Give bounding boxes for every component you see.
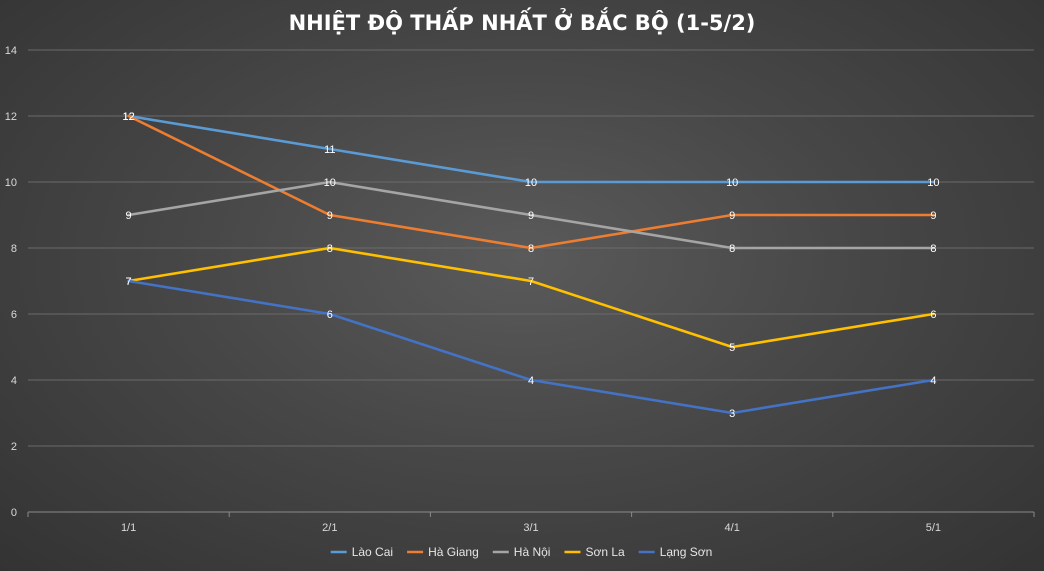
legend-label: Lào Cai	[352, 545, 393, 559]
legend-item: Sơn La	[564, 545, 625, 559]
data-label: 10	[525, 177, 537, 189]
data-label: 12	[122, 111, 134, 123]
legend: Lào Cai Hà Giang Hà Nội Sơn La Lạng Sơn	[330, 545, 713, 559]
data-label: 9	[126, 210, 132, 222]
data-label: 8	[930, 243, 936, 255]
y-tick-label: 10	[5, 177, 17, 189]
y-tick-label: 8	[11, 243, 17, 255]
data-label: 4	[528, 375, 534, 387]
data-label: 10	[726, 177, 738, 189]
legend-item: Hà Giang	[407, 545, 479, 559]
legend-label: Lạng Sơn	[660, 545, 713, 559]
series-line	[127, 279, 935, 415]
legend-label: Sơn La	[585, 545, 625, 559]
legend-item: Hà Nội	[492, 545, 551, 559]
data-label: 8	[528, 243, 534, 255]
series-line	[127, 246, 935, 349]
series-line	[127, 114, 935, 250]
y-tick-label: 0	[11, 507, 17, 519]
legend-label: Hà Giang	[428, 545, 479, 559]
data-label: 8	[327, 243, 333, 255]
y-tick-label: 4	[11, 375, 17, 387]
x-tick-label: 3/1	[523, 522, 538, 534]
data-label: 9	[729, 210, 735, 222]
data-label: 9	[327, 210, 333, 222]
data-label: 6	[327, 309, 333, 321]
y-tick-label: 12	[5, 111, 17, 123]
series-line	[127, 180, 935, 250]
y-tick-label: 2	[11, 441, 17, 453]
x-axis-ticks: 1/1 2/1 3/1 4/1 5/1	[27, 512, 1035, 534]
data-label: 7	[126, 276, 132, 288]
data-label: 6	[930, 309, 936, 321]
y-tick-label: 14	[5, 45, 17, 57]
data-label: 8	[729, 243, 735, 255]
legend-item: Lào Cai	[330, 545, 393, 559]
x-tick-label: 1/1	[121, 522, 136, 534]
data-label: 3	[729, 408, 735, 420]
data-label: 10	[927, 177, 939, 189]
data-label: 10	[324, 177, 336, 189]
series-line	[127, 114, 935, 184]
x-tick-label: 4/1	[725, 522, 740, 534]
data-label: 12	[122, 111, 134, 123]
series-lines	[127, 114, 935, 415]
data-label: 9	[528, 210, 534, 222]
data-label: 9	[930, 210, 936, 222]
legend-item: Lạng Sơn	[638, 545, 713, 559]
data-label: 4	[930, 375, 936, 387]
data-label: 11	[324, 144, 335, 156]
legend-label: Hà Nội	[514, 545, 551, 559]
data-label: 5	[729, 342, 735, 354]
y-axis-ticks: 0 2 4 6 8 10 12 14	[5, 45, 17, 519]
chart-title: NHIỆT ĐỘ THẤP NHẤT Ở BẮC BỘ (1-5/2)	[289, 7, 756, 35]
data-label: 7	[528, 276, 534, 288]
data-label: 7	[126, 276, 132, 288]
x-tick-label: 5/1	[926, 522, 941, 534]
y-tick-label: 6	[11, 309, 17, 321]
x-tick-label: 2/1	[322, 522, 337, 534]
